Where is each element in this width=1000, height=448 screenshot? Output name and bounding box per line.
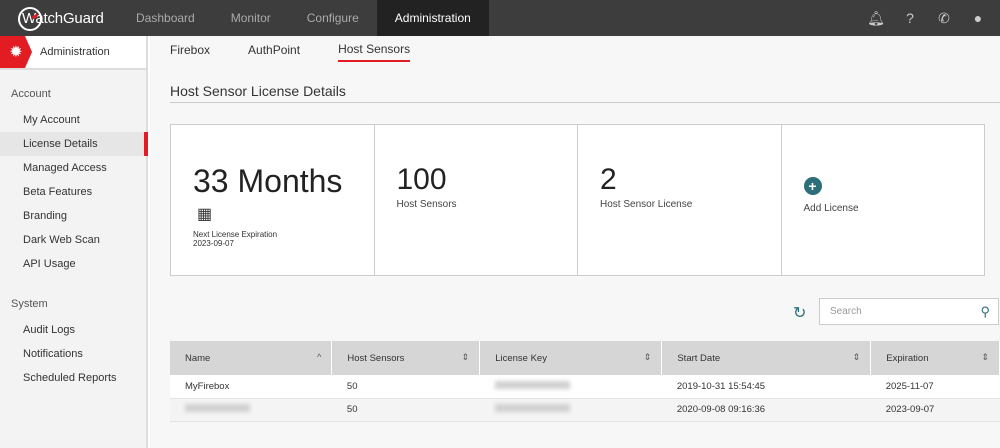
bell-icon[interactable]: 🔔︎ <box>867 9 885 26</box>
col-start-date[interactable]: Start Date ⇕ <box>661 341 872 375</box>
sensors-label: Host Sensors <box>396 199 457 210</box>
cell-exp: 2025-11-07 <box>870 375 1000 399</box>
add-license-card[interactable]: + Add License <box>782 125 985 275</box>
tab-host-sensors[interactable]: Host Sensors <box>338 42 411 62</box>
col-name[interactable]: Name ^ <box>170 341 333 375</box>
cell-start: 2020-09-08 09:16:36 <box>661 398 871 422</box>
license-table: Name ^ Host Sensors ⇕ License Key ⇕ Start D… <box>170 341 1000 422</box>
add-license-button[interactable]: Add License <box>803 203 859 214</box>
sensors-value: 100 <box>396 163 447 196</box>
months-value: 33 Months <box>193 163 343 199</box>
calendar-icon: ▦ <box>197 206 213 223</box>
col-host-sensors[interactable]: Host Sensors ⇕ <box>331 341 481 375</box>
sidebar-item-api-usage[interactable]: API Usage <box>23 258 76 270</box>
plus-icon[interactable]: + <box>803 177 822 195</box>
search-icon[interactable]: ⚲ <box>980 304 990 319</box>
help-icon[interactable]: ? <box>906 10 914 26</box>
sidebar-item-audit-logs[interactable]: Audit Logs <box>23 324 75 336</box>
licenses-value: 2 <box>600 163 617 196</box>
cell-license-key <box>479 375 662 399</box>
phone-icon[interactable]: ✆ <box>938 9 950 26</box>
user-icon[interactable]: ● <box>973 10 983 26</box>
cell-license-key <box>479 398 662 422</box>
licenses-card: 2 Host Sensor License <box>578 125 782 275</box>
brand-name: WatchGuard <box>22 9 104 27</box>
cell-sensors: 50 <box>331 375 480 399</box>
table-row[interactable]: MyFirebox 50 2019-10-31 15:54:45 2025-11… <box>170 375 1000 399</box>
gear-icon: ✹ <box>0 36 32 68</box>
nav-monitor[interactable]: Monitor <box>230 11 271 25</box>
cell-name <box>170 398 332 422</box>
nav-configure[interactable]: Configure <box>306 11 359 25</box>
sort-icon[interactable]: ⇕ <box>643 352 652 362</box>
section-system: System <box>11 298 48 310</box>
table-row[interactable]: 50 2020-09-08 09:16:36 2023-09-07 <box>170 398 1000 422</box>
licenses-label: Host Sensor License <box>600 199 693 210</box>
sidebar-item-managed-access[interactable]: Managed Access <box>23 162 107 174</box>
next-expiration-date: 2023-09-07 <box>193 239 234 248</box>
nav-dashboard[interactable]: Dashboard <box>136 11 195 25</box>
sidebar-item-scheduled-reports[interactable]: Scheduled Reports <box>23 372 117 384</box>
sort-icon[interactable]: ⇕ <box>852 352 861 362</box>
main-nav: Dashboard Monitor Configure Administrati… <box>118 0 489 36</box>
sidebar: ✹ Administration Account My Account Licen… <box>0 36 148 448</box>
nav-administration[interactable]: Administration <box>376 0 489 36</box>
section-account: Account <box>11 88 51 100</box>
host-sensors-card: 100 Host Sensors <box>375 125 578 275</box>
page-title: Host Sensor License Details <box>170 83 1000 103</box>
cell-sensors: 50 <box>331 398 480 422</box>
search-placeholder: Search <box>830 306 862 317</box>
sidebar-item-dark-web-scan[interactable]: Dark Web Scan <box>23 234 100 246</box>
sidebar-item-license-details[interactable]: License Details <box>0 132 148 156</box>
col-license-key[interactable]: License Key ⇕ <box>479 341 663 375</box>
sort-asc-icon[interactable]: ^ <box>317 352 322 362</box>
cell-name: MyFirebox <box>170 375 332 399</box>
sort-icon[interactable]: ⇕ <box>981 352 989 362</box>
refresh-icon[interactable]: ↻ <box>793 305 807 322</box>
search-input[interactable]: Search ⚲ <box>819 298 999 325</box>
cell-exp: 2023-09-07 <box>870 398 1000 422</box>
sidebar-item-notifications[interactable]: Notifications <box>23 348 83 360</box>
sidebar-item-beta-features[interactable]: Beta Features <box>23 186 93 198</box>
sidebar-item-branding[interactable]: Branding <box>23 210 68 222</box>
summary-cards: 33 Months ▦ Next License Expiration 2023… <box>170 124 985 276</box>
cell-start: 2019-10-31 15:54:45 <box>661 375 871 399</box>
tab-authpoint[interactable]: AuthPoint <box>248 43 301 57</box>
col-expiration[interactable]: Expiration ⇕ <box>870 341 1000 375</box>
tab-firebox[interactable]: Firebox <box>170 43 211 57</box>
main-content: Firebox AuthPoint Host Sensors Host Sens… <box>150 36 1000 448</box>
sidebar-header: Administration <box>40 46 110 58</box>
watchguard-logo[interactable]: WatchGuard <box>0 7 118 31</box>
expiration-card: 33 Months ▦ Next License Expiration 2023… <box>171 125 375 275</box>
sort-icon[interactable]: ⇕ <box>461 352 470 362</box>
sidebar-item-my-account[interactable]: My Account <box>23 114 80 126</box>
next-expiration-label: Next License Expiration <box>193 230 278 239</box>
top-bar: WatchGuard Dashboard Monitor Configure A… <box>0 0 1000 36</box>
